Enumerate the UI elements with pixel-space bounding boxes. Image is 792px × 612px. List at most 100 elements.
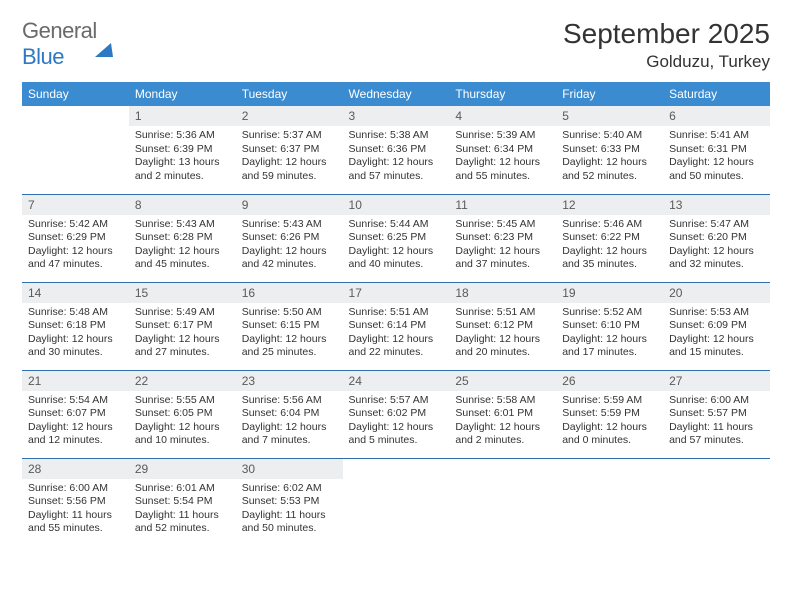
day-body: Sunrise: 5:46 AMSunset: 6:22 PMDaylight:… bbox=[556, 215, 663, 279]
dow-tue: Tuesday bbox=[236, 82, 343, 106]
sunset-text: Sunset: 6:39 PM bbox=[135, 143, 230, 157]
day-body: Sunrise: 6:00 AMSunset: 5:56 PMDaylight:… bbox=[22, 479, 129, 543]
sunset-text: Sunset: 6:29 PM bbox=[28, 231, 123, 245]
sunset-text: Sunset: 6:36 PM bbox=[349, 143, 444, 157]
sunset-text: Sunset: 6:05 PM bbox=[135, 407, 230, 421]
day-body: Sunrise: 5:51 AMSunset: 6:14 PMDaylight:… bbox=[343, 303, 450, 367]
daylight-text: Daylight: 12 hours and 12 minutes. bbox=[28, 421, 123, 448]
day-body: Sunrise: 5:56 AMSunset: 6:04 PMDaylight:… bbox=[236, 391, 343, 455]
day-cell: 27Sunrise: 6:00 AMSunset: 5:57 PMDayligh… bbox=[663, 370, 770, 458]
sunset-text: Sunset: 6:31 PM bbox=[669, 143, 764, 157]
sunrise-text: Sunrise: 5:41 AM bbox=[669, 129, 764, 143]
sunset-text: Sunset: 6:07 PM bbox=[28, 407, 123, 421]
day-number: 21 bbox=[22, 371, 129, 391]
day-number: 26 bbox=[556, 371, 663, 391]
day-cell: 6 Sunrise: 5:41 AMSunset: 6:31 PMDaylight… bbox=[663, 106, 770, 194]
day-number bbox=[343, 459, 450, 465]
day-number: 10 bbox=[343, 195, 450, 215]
daylight-text: Daylight: 12 hours and 27 minutes. bbox=[135, 333, 230, 360]
day-body: Sunrise: 5:51 AMSunset: 6:12 PMDaylight:… bbox=[449, 303, 556, 367]
daylight-text: Daylight: 11 hours and 55 minutes. bbox=[28, 509, 123, 536]
sunset-text: Sunset: 6:23 PM bbox=[455, 231, 550, 245]
brand-logo: General Blue bbox=[22, 18, 113, 70]
day-cell: 2Sunrise: 5:37 AMSunset: 6:37 PMDaylight… bbox=[236, 106, 343, 194]
dow-sun: Sunday bbox=[22, 82, 129, 106]
day-number: 6 bbox=[663, 106, 770, 126]
day-body: Sunrise: 5:53 AMSunset: 6:09 PMDaylight:… bbox=[663, 303, 770, 367]
sunrise-text: Sunrise: 5:58 AM bbox=[455, 394, 550, 408]
sunrise-text: Sunrise: 5:56 AM bbox=[242, 394, 337, 408]
day-body: Sunrise: 5:59 AMSunset: 5:59 PMDaylight:… bbox=[556, 391, 663, 455]
brand-word-1: General bbox=[22, 18, 97, 43]
day-number: 19 bbox=[556, 283, 663, 303]
day-cell: 18Sunrise: 5:51 AMSunset: 6:12 PMDayligh… bbox=[449, 282, 556, 370]
day-cell bbox=[449, 458, 556, 546]
day-body: Sunrise: 5:50 AMSunset: 6:15 PMDaylight:… bbox=[236, 303, 343, 367]
day-number: 27 bbox=[663, 371, 770, 391]
sunset-text: Sunset: 6:17 PM bbox=[135, 319, 230, 333]
day-cell: 19Sunrise: 5:52 AMSunset: 6:10 PMDayligh… bbox=[556, 282, 663, 370]
daylight-text: Daylight: 12 hours and 50 minutes. bbox=[669, 156, 764, 183]
sunrise-text: Sunrise: 5:40 AM bbox=[562, 129, 657, 143]
day-body: Sunrise: 5:40 AMSunset: 6:33 PMDaylight:… bbox=[556, 126, 663, 190]
dow-thu: Thursday bbox=[449, 82, 556, 106]
week-row: 21Sunrise: 5:54 AMSunset: 6:07 PMDayligh… bbox=[22, 370, 770, 458]
sunset-text: Sunset: 6:10 PM bbox=[562, 319, 657, 333]
day-number: 8 bbox=[129, 195, 236, 215]
sunset-text: Sunset: 5:59 PM bbox=[562, 407, 657, 421]
day-cell bbox=[663, 458, 770, 546]
day-body: Sunrise: 6:00 AMSunset: 5:57 PMDaylight:… bbox=[663, 391, 770, 455]
day-number: 9 bbox=[236, 195, 343, 215]
title-block: September 2025 Golduzu, Turkey bbox=[563, 18, 770, 72]
day-number: 12 bbox=[556, 195, 663, 215]
day-number: 14 bbox=[22, 283, 129, 303]
day-cell: 14Sunrise: 5:48 AMSunset: 6:18 PMDayligh… bbox=[22, 282, 129, 370]
day-number: 2 bbox=[236, 106, 343, 126]
sunrise-text: Sunrise: 5:43 AM bbox=[135, 218, 230, 232]
day-cell: 26Sunrise: 5:59 AMSunset: 5:59 PMDayligh… bbox=[556, 370, 663, 458]
day-body: Sunrise: 5:44 AMSunset: 6:25 PMDaylight:… bbox=[343, 215, 450, 279]
sunset-text: Sunset: 6:09 PM bbox=[669, 319, 764, 333]
day-cell: 4Sunrise: 5:39 AMSunset: 6:34 PMDaylight… bbox=[449, 106, 556, 194]
day-number: 20 bbox=[663, 283, 770, 303]
day-number bbox=[449, 459, 556, 465]
sunrise-text: Sunrise: 5:36 AM bbox=[135, 129, 230, 143]
sunset-text: Sunset: 6:26 PM bbox=[242, 231, 337, 245]
sunset-text: Sunset: 6:25 PM bbox=[349, 231, 444, 245]
sunrise-text: Sunrise: 5:52 AM bbox=[562, 306, 657, 320]
day-number: 24 bbox=[343, 371, 450, 391]
day-cell: 9Sunrise: 5:43 AMSunset: 6:26 PMDaylight… bbox=[236, 194, 343, 282]
sunrise-text: Sunrise: 5:49 AM bbox=[135, 306, 230, 320]
sunset-text: Sunset: 6:33 PM bbox=[562, 143, 657, 157]
daylight-text: Daylight: 12 hours and 10 minutes. bbox=[135, 421, 230, 448]
day-body: Sunrise: 5:47 AMSunset: 6:20 PMDaylight:… bbox=[663, 215, 770, 279]
daylight-text: Daylight: 12 hours and 22 minutes. bbox=[349, 333, 444, 360]
header: General Blue September 2025 Golduzu, Tur… bbox=[22, 18, 770, 72]
daylight-text: Daylight: 12 hours and 57 minutes. bbox=[349, 156, 444, 183]
sunrise-text: Sunrise: 6:02 AM bbox=[242, 482, 337, 496]
day-cell bbox=[343, 458, 450, 546]
sunrise-text: Sunrise: 5:44 AM bbox=[349, 218, 444, 232]
day-body: Sunrise: 5:49 AMSunset: 6:17 PMDaylight:… bbox=[129, 303, 236, 367]
sunrise-text: Sunrise: 6:00 AM bbox=[28, 482, 123, 496]
sunrise-text: Sunrise: 5:59 AM bbox=[562, 394, 657, 408]
day-body: Sunrise: 5:55 AMSunset: 6:05 PMDaylight:… bbox=[129, 391, 236, 455]
sunset-text: Sunset: 5:53 PM bbox=[242, 495, 337, 509]
day-body: Sunrise: 6:01 AMSunset: 5:54 PMDaylight:… bbox=[129, 479, 236, 543]
sunset-text: Sunset: 6:28 PM bbox=[135, 231, 230, 245]
day-number: 4 bbox=[449, 106, 556, 126]
sunset-text: Sunset: 6:01 PM bbox=[455, 407, 550, 421]
daylight-text: Daylight: 12 hours and 45 minutes. bbox=[135, 245, 230, 272]
daylight-text: Daylight: 12 hours and 32 minutes. bbox=[669, 245, 764, 272]
dow-mon: Monday bbox=[129, 82, 236, 106]
day-number: 28 bbox=[22, 459, 129, 479]
sunrise-text: Sunrise: 5:42 AM bbox=[28, 218, 123, 232]
calendar-grid: Sunday Monday Tuesday Wednesday Thursday… bbox=[22, 82, 770, 546]
daylight-text: Daylight: 11 hours and 52 minutes. bbox=[135, 509, 230, 536]
sunrise-text: Sunrise: 5:51 AM bbox=[349, 306, 444, 320]
sunrise-text: Sunrise: 5:54 AM bbox=[28, 394, 123, 408]
day-number bbox=[556, 459, 663, 465]
day-number: 30 bbox=[236, 459, 343, 479]
daylight-text: Daylight: 12 hours and 5 minutes. bbox=[349, 421, 444, 448]
sunset-text: Sunset: 5:54 PM bbox=[135, 495, 230, 509]
